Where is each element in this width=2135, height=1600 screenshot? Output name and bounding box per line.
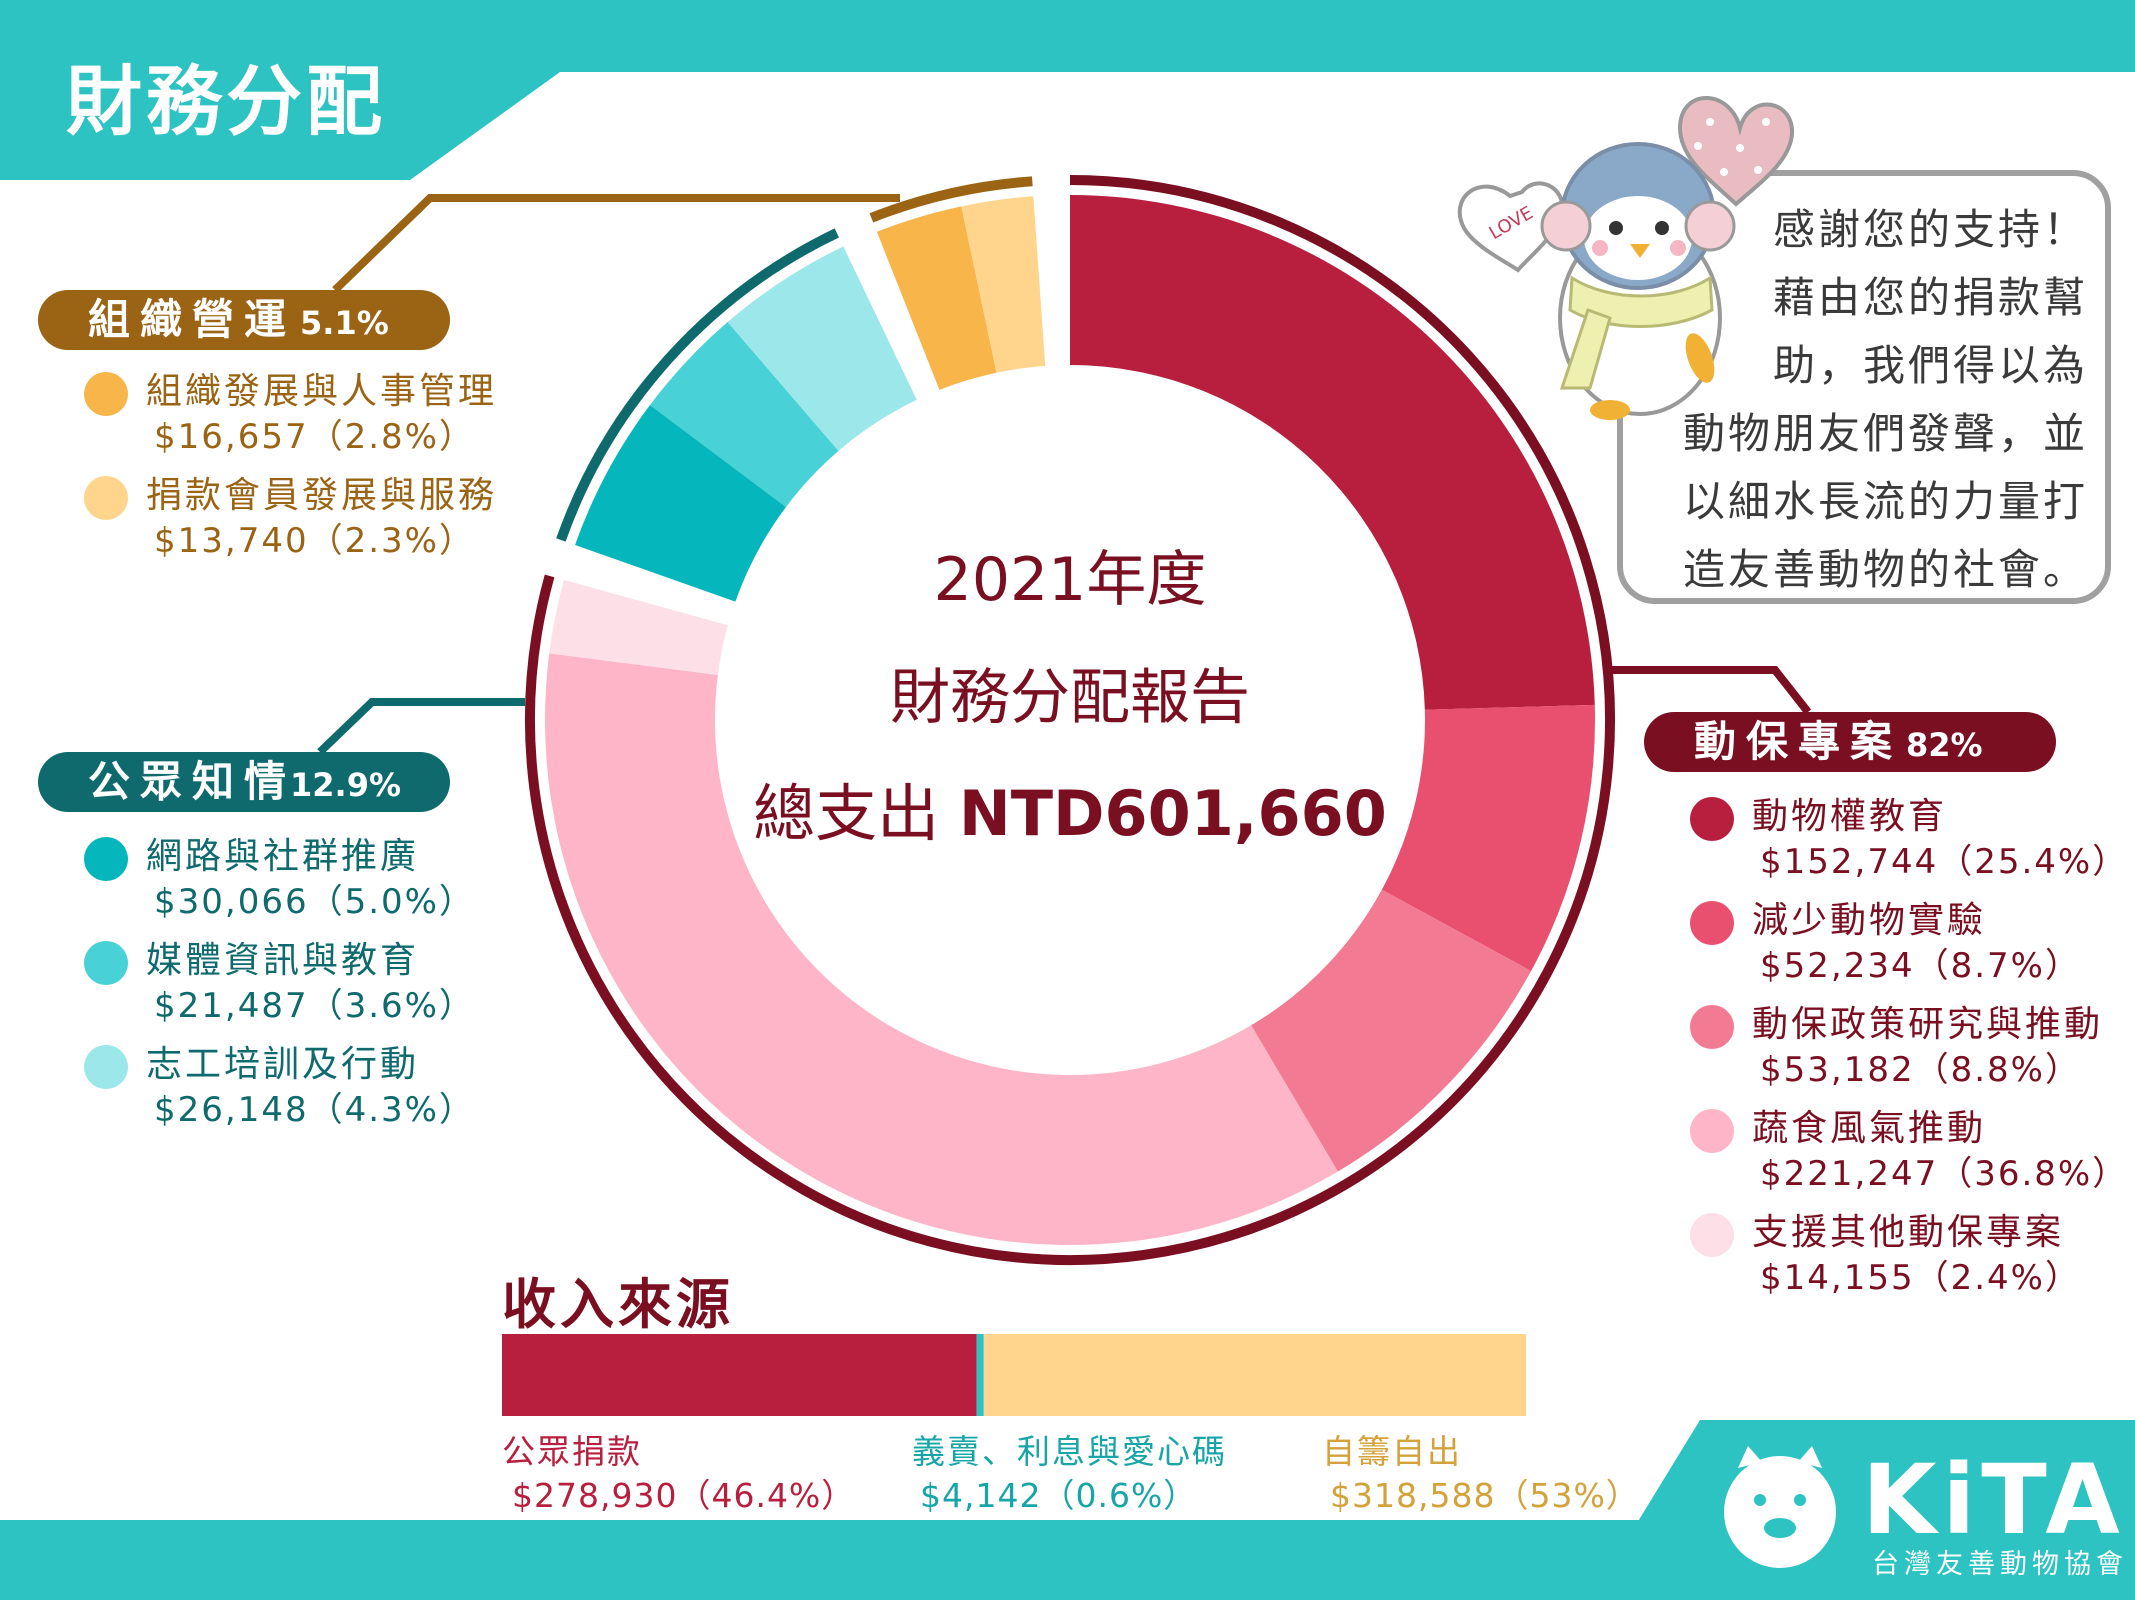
group-arc-org <box>869 176 1033 223</box>
legend-value: $30,066（5.0%） <box>154 882 475 922</box>
income-label: 公眾捐款 <box>502 1432 642 1471</box>
legend-dot <box>84 837 128 881</box>
income-bar <box>502 1334 1526 1416</box>
legend-dot <box>1690 901 1734 945</box>
pie-slice-animal-1 <box>1070 195 1595 710</box>
group-percent-public: 12.9% <box>290 766 402 804</box>
pie-slice-animal-5 <box>549 579 728 675</box>
pie-slice-animal-3 <box>1251 889 1532 1172</box>
pie-slice-animal-4 <box>544 653 1338 1246</box>
center-total-value: NTD601,660 <box>958 777 1387 850</box>
legend-dot <box>1690 1005 1734 1049</box>
income-value: $4,142（0.6%） <box>920 1476 1198 1515</box>
logo-pig-icon <box>1724 1446 1836 1568</box>
thanks-line: 藉由您的捐款幫 <box>1772 273 2088 322</box>
center-total-prefix: 總支出 <box>753 777 959 850</box>
legend-label: 組織發展與人事管理 <box>146 371 498 412</box>
leader-line-org <box>332 194 900 293</box>
legend-value: $52,234（8.7%） <box>1760 946 2081 986</box>
income-label: 義賣、利息與愛心碼 <box>912 1432 1227 1471</box>
thanks-line: 助，我們得以為 <box>1772 341 2088 390</box>
leader-line-public <box>317 698 525 755</box>
legend-label: 動保政策研究與推動 <box>1752 1004 2104 1045</box>
legend-value: $221,247（36.8%） <box>1760 1154 2129 1194</box>
income-value: $318,588（53%） <box>1330 1476 1640 1515</box>
group-name-org: 組織營運 <box>88 295 297 344</box>
group-pill-animal: 動保專案 82% <box>1644 712 2056 772</box>
legend-label: 捐款會員發展與服務 <box>146 475 498 516</box>
income-bar-segment-2 <box>976 1334 984 1416</box>
legend-label: 蔬食風氣推動 <box>1752 1108 1987 1149</box>
income-title: 收入來源 <box>502 1273 734 1336</box>
legend-label: 媒體資訊與教育 <box>146 940 420 981</box>
income-bar-segment-1 <box>502 1334 977 1416</box>
thanks-line: 造友善動物的社會。 <box>1682 545 2088 594</box>
legend-dot <box>84 941 128 985</box>
penguin-illustration: LOVE <box>1457 96 1795 420</box>
logo-wordmark: KiTA <box>1862 1444 2126 1556</box>
thanks-line: 以細水長流的力量打 <box>1682 477 2088 526</box>
legend-label: 志工培訓及行動 <box>146 1044 420 1085</box>
logo-subtitle: 台灣友善動物協會 <box>1872 1549 2128 1580</box>
legend-dot <box>1690 1109 1734 1153</box>
pie-slice-public-2 <box>649 322 839 508</box>
title-tab <box>0 0 560 180</box>
group-arc-animal <box>525 175 1615 1265</box>
legend-dot <box>84 372 128 416</box>
income-bar-segment-3 <box>983 1334 1526 1416</box>
center-report-title: 財務分配報告 <box>890 663 1250 733</box>
group-percent-animal: 82% <box>1906 726 1983 764</box>
thanks-line: 感謝您的支持！ <box>1772 205 2088 254</box>
thanks-message: 感謝您的支持！ 藉由您的捐款幫 助，我們得以為 動物朋友們發聲，並 以細水長流的… <box>1648 196 2088 604</box>
legend-dot <box>1690 797 1734 841</box>
pie-slice-org-2 <box>961 196 1046 373</box>
income-label: 自籌自出 <box>1322 1432 1462 1471</box>
legend-label: 動物權教育 <box>1752 796 1948 837</box>
leader-line-animal <box>1610 666 1812 715</box>
legend-dot <box>1690 1213 1734 1257</box>
legend-label: 網路與社群推廣 <box>146 836 420 877</box>
legend-value: $53,182（8.8%） <box>1760 1050 2081 1090</box>
group-name-public: 公眾知情 <box>88 757 297 806</box>
legend-value: $26,148（4.3%） <box>154 1090 475 1130</box>
legend-value: $16,657（2.8%） <box>154 417 475 457</box>
group-pill-org: 組織營運 5.1% <box>38 290 450 350</box>
center-year: 2021年度 <box>933 545 1207 615</box>
legend-value: $14,155（2.4%） <box>1760 1258 2081 1298</box>
pie-slice-public-3 <box>727 246 917 451</box>
legend-label: 減少動物實驗 <box>1752 900 1987 941</box>
group-arc-public <box>556 228 839 542</box>
thanks-line: 動物朋友們發聲，並 <box>1682 409 2088 458</box>
group-pill-public: 公眾知情 12.9% <box>38 752 450 812</box>
group-name-animal: 動保專案 <box>1694 717 1903 766</box>
pie-slice-public-1 <box>575 405 786 602</box>
page-title: 財務分配 <box>66 57 386 146</box>
legend-value: $13,740（2.3%） <box>154 521 475 561</box>
pie-slice-org-1 <box>876 206 997 390</box>
center-total: 總支出 NTD601,660 <box>700 772 1440 856</box>
group-percent-org: 5.1% <box>300 304 389 342</box>
legend-dot <box>84 476 128 520</box>
legend-value: $152,744（25.4%） <box>1760 842 2129 882</box>
legend-label: 支援其他動保專案 <box>1752 1212 2065 1253</box>
legend-value: $21,487（3.6%） <box>154 986 475 1026</box>
income-value: $278,930（46.4%） <box>512 1476 856 1515</box>
legend-dot <box>84 1045 128 1089</box>
pie-slice-animal-2 <box>1381 704 1595 971</box>
